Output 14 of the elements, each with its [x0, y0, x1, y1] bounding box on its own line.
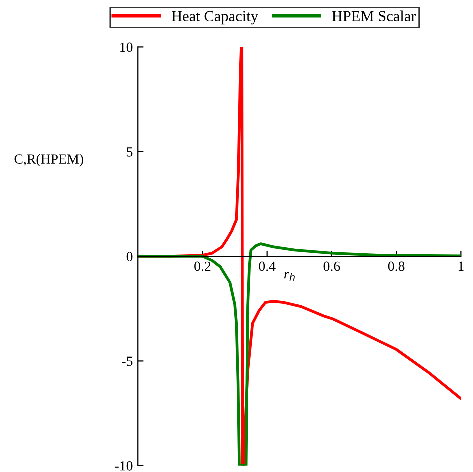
x-tick-label: 0.8	[388, 262, 405, 272]
y-axis-title: C,R(HPEM)	[14, 154, 84, 167]
x-tick-label: 0.2	[194, 262, 211, 272]
y-tick-label: 10	[120, 42, 133, 52]
x-tick-label: 0.4	[259, 262, 276, 272]
legend-label: Heat Capacity	[172, 11, 258, 25]
y-tick-label: 5	[127, 148, 133, 157]
x-tick-label: 0.6	[324, 262, 340, 272]
legend-label: HPEM Scalar	[332, 10, 416, 22]
y-tick-label: -10	[115, 461, 133, 471]
y-tick-label: -5	[122, 356, 133, 366]
y-tick-label: 0	[126, 252, 133, 262]
x-axis-title: r$_{h}$	[284, 272, 295, 281]
x-tick-label: 1	[458, 262, 464, 272]
